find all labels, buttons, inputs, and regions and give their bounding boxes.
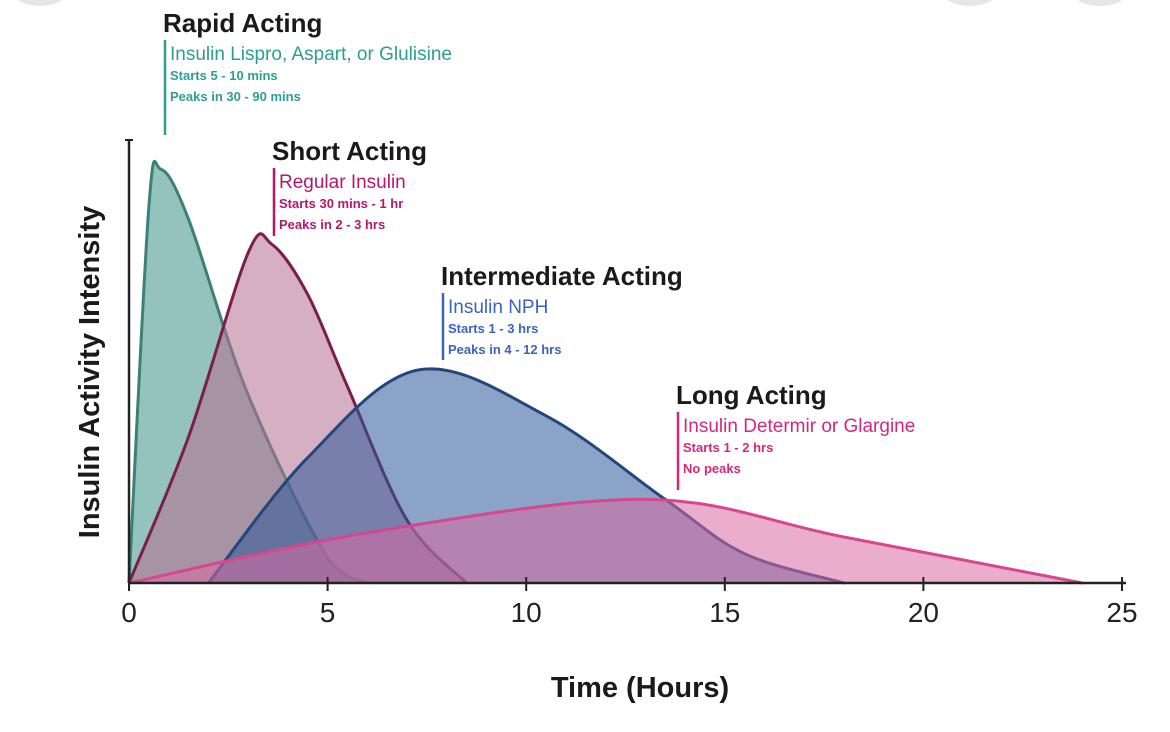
series-curves <box>127 159 1083 585</box>
decorative-blob-right-1 <box>940 0 1000 6</box>
y-axis-label: Insulin Activity Intensity <box>74 206 106 538</box>
long-acting-name: Long Acting <box>676 380 827 410</box>
intermediate-acting-peak: Peaks in 4 - 12 hrs <box>448 342 561 357</box>
rapid-acting-onset: Starts 5 - 10 mins <box>170 68 278 83</box>
long-acting-peak: No peaks <box>683 461 741 476</box>
long-acting-line <box>128 497 1083 585</box>
x-tick-label-25: 25 <box>1106 597 1137 628</box>
short-acting-onset: Starts 30 mins - 1 hr <box>279 196 403 211</box>
x-tick-label-20: 20 <box>908 597 939 628</box>
rapid-acting-drug: Insulin Lispro, Aspart, or Glulisine <box>170 44 452 65</box>
decorative-blob-right-2 <box>1070 0 1130 6</box>
x-tick-label-0: 0 <box>121 597 137 628</box>
short-acting-drug: Regular Insulin <box>279 172 406 193</box>
long-acting-area <box>129 499 1083 583</box>
x-axis-label: Time (Hours) <box>551 672 729 704</box>
intermediate-acting-drug: Insulin NPH <box>448 297 548 318</box>
x-tick-label-15: 15 <box>709 597 740 628</box>
intermediate-acting-annotation: Intermediate Acting Insulin NPH Starts 1 -… <box>441 261 683 360</box>
chart-axes: 0 5 10 15 20 25 <box>121 139 1138 628</box>
short-acting-name: Short Acting <box>272 136 427 166</box>
x-tick-label-5: 5 <box>320 597 336 628</box>
long-acting-annotation: Long Acting Insulin Determir or Glargine S… <box>676 380 915 490</box>
long-acting-onset: Starts 1 - 2 hrs <box>683 440 773 455</box>
intermediate-acting-name: Intermediate Acting <box>441 261 683 291</box>
series-annotations: Rapid Acting Insulin Lispro, Aspart, or G… <box>163 8 915 490</box>
rapid-acting-peak: Peaks in 30 - 90 mins <box>170 89 301 104</box>
long-acting-drug: Insulin Determir or Glargine <box>683 416 915 437</box>
rapid-acting-annotation: Rapid Acting Insulin Lispro, Aspart, or G… <box>163 8 452 135</box>
short-acting-peak: Peaks in 2 - 3 hrs <box>279 217 385 232</box>
intermediate-acting-onset: Starts 1 - 3 hrs <box>448 321 538 336</box>
rapid-acting-name: Rapid Acting <box>163 8 322 38</box>
short-acting-annotation: Short Acting Regular Insulin Starts 30 min… <box>272 136 427 236</box>
decorative-blob-left <box>10 0 70 6</box>
x-tick-label-10: 10 <box>511 597 542 628</box>
